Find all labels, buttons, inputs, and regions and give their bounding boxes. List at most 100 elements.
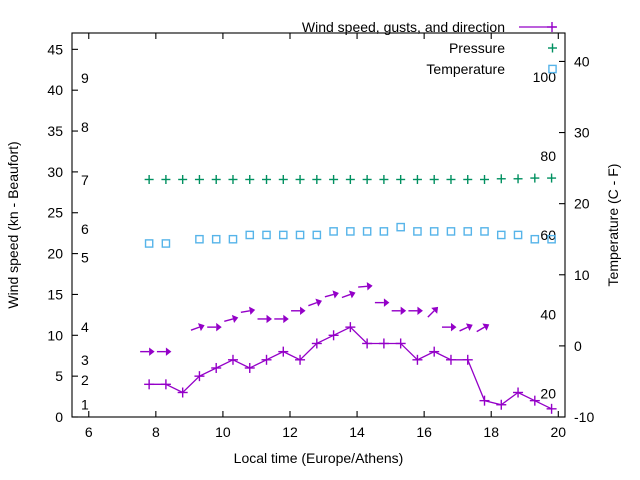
marker-temperature xyxy=(496,230,506,240)
marker-wind-speed xyxy=(144,379,155,390)
beaufort-label: 8 xyxy=(81,119,89,135)
marker-temperature xyxy=(278,230,288,240)
marker-temperature xyxy=(463,227,473,236)
marker-pressure xyxy=(412,174,422,184)
marker-wind-speed xyxy=(496,399,507,410)
marker-wind-speed xyxy=(177,387,188,398)
marker-gust-arrow xyxy=(207,322,222,332)
marker-temperature xyxy=(413,227,422,236)
marker-temperature xyxy=(312,230,322,240)
y-tick-label: 25 xyxy=(47,205,63,221)
marker-wind-speed xyxy=(412,354,423,365)
legend-label-0: Wind speed, gusts, and direction xyxy=(302,19,505,35)
marker-wind-speed xyxy=(529,395,540,406)
y-tick-label: 40 xyxy=(47,82,63,98)
marker-temperature xyxy=(379,227,389,236)
marker-pressure xyxy=(530,173,540,183)
marker-pressure xyxy=(496,174,506,184)
marker-wind-speed xyxy=(513,387,524,398)
beaufort-label: 2 xyxy=(81,372,89,388)
marker-gust-arrow xyxy=(291,306,306,315)
marker-wind-speed xyxy=(160,379,171,390)
beaufort-label: 9 xyxy=(81,70,89,86)
marker-gust-arrow xyxy=(274,314,289,324)
marker-wind-speed xyxy=(261,354,272,365)
marker-pressure xyxy=(329,174,339,184)
legend-key-marker-2 xyxy=(548,64,557,74)
marker-gust-arrow xyxy=(441,322,457,332)
marker-pressure xyxy=(429,174,439,184)
y-tick-label: 30 xyxy=(47,164,63,180)
plot-frame xyxy=(71,32,566,418)
y-tick-label: 10 xyxy=(47,327,63,343)
marker-gust-arrow xyxy=(224,314,239,324)
y-tick-label: 15 xyxy=(47,286,63,302)
marker-pressure xyxy=(446,174,456,184)
beaufort-label: 5 xyxy=(81,250,89,266)
marker-wind-speed xyxy=(311,338,322,349)
marker-temperature xyxy=(211,234,221,244)
y-tick-label: 45 xyxy=(47,41,63,57)
marker-pressure xyxy=(194,174,204,184)
y2-tick-label: 0 xyxy=(574,338,582,354)
marker-wind-speed xyxy=(227,354,238,365)
marker-pressure xyxy=(295,174,305,184)
marker-temperature xyxy=(446,227,456,236)
marker-gust-arrow xyxy=(156,347,172,356)
marker-gust-arrow xyxy=(391,306,407,315)
marker-pressure xyxy=(144,174,154,184)
marker-pressure xyxy=(245,174,255,184)
y-axis-title: Wind speed (kn - Beaufort) xyxy=(5,141,21,308)
marker-pressure xyxy=(161,174,171,184)
y2-tick-label: 20 xyxy=(574,196,590,212)
fahrenheit-label: 20 xyxy=(540,386,556,402)
marker-pressure xyxy=(211,174,221,184)
marker-gust-arrow xyxy=(190,323,205,332)
marker-temperature xyxy=(429,227,439,236)
legend-key-marker-0 xyxy=(547,22,557,32)
marker-temperature xyxy=(228,234,238,244)
marker-temperature xyxy=(513,230,523,240)
x-tick-label: 6 xyxy=(85,424,93,440)
marker-temperature xyxy=(329,227,338,236)
marker-pressure xyxy=(278,174,288,184)
marker-wind-speed xyxy=(378,338,389,349)
legend-label-1: Pressure xyxy=(449,40,505,56)
marker-wind-speed xyxy=(546,403,557,414)
marker-wind-speed xyxy=(278,346,289,357)
y-tick-label: 5 xyxy=(55,368,63,384)
x-tick-label: 12 xyxy=(282,424,298,440)
marker-temperature xyxy=(480,227,489,236)
beaufort-label: 1 xyxy=(81,397,89,413)
marker-wind-speed xyxy=(345,322,356,333)
marker-wind-speed xyxy=(194,371,205,382)
fahrenheit-label: 40 xyxy=(540,307,556,323)
y-tick-label: 35 xyxy=(47,123,63,139)
marker-gust-arrow xyxy=(324,290,339,299)
marker-pressure xyxy=(547,173,557,183)
legend-label-2: Temperature xyxy=(426,61,505,77)
beaufort-label: 6 xyxy=(81,221,89,237)
marker-gust-arrow xyxy=(459,323,473,332)
beaufort-label: 3 xyxy=(81,352,89,368)
marker-wind-speed xyxy=(244,362,255,373)
marker-pressure xyxy=(396,174,406,184)
marker-wind-speed xyxy=(362,338,373,349)
marker-gust-arrow xyxy=(257,314,273,324)
marker-gust-arrow xyxy=(358,282,373,291)
marker-pressure xyxy=(480,174,490,184)
marker-wind-speed xyxy=(429,346,440,357)
marker-gust-arrow xyxy=(408,306,423,315)
marker-gust-arrow xyxy=(240,306,256,315)
marker-pressure xyxy=(513,174,523,184)
marker-gust-arrow xyxy=(427,306,439,318)
x-tick-label: 14 xyxy=(349,424,365,440)
fahrenheit-label: 80 xyxy=(540,148,556,164)
marker-pressure xyxy=(262,174,272,184)
marker-gust-arrow xyxy=(140,347,155,356)
y2-tick-label: -10 xyxy=(574,409,594,425)
marker-pressure xyxy=(178,174,188,184)
marker-pressure xyxy=(312,174,322,184)
